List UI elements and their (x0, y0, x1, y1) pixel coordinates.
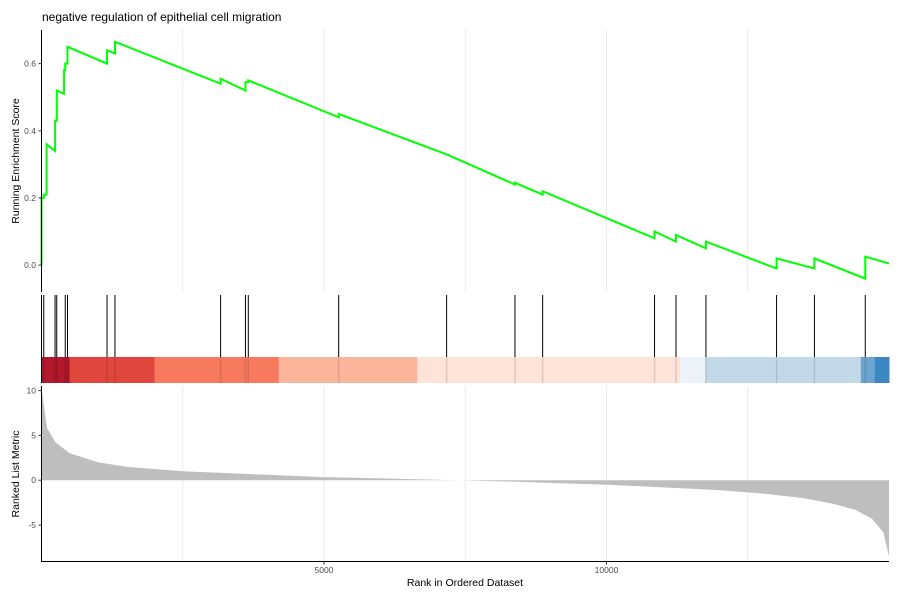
es-y-ticks: 0.0 0.2 0.4 0.6 (24, 59, 42, 270)
colorbar-segment (154, 357, 280, 383)
metric-y-axis-title: Ranked List Metric (10, 431, 22, 518)
x-axis-ticks: 5000 10000 (315, 561, 619, 575)
plot-title: negative regulation of epithelial cell m… (42, 10, 281, 24)
ranked-metric-area (41, 388, 889, 557)
ranked-metric-panel: 10 5 0 -5 5000 10000 Ranked List Metric Rank… (10, 385, 889, 589)
rank-colorbar (40, 357, 890, 383)
metric-y-ticks: 10 5 0 -5 (27, 385, 42, 530)
colorbar-segment (860, 357, 876, 383)
x-tick-label: 10000 (595, 565, 619, 575)
metric-y-tick-label: 0 (31, 475, 36, 485)
colorbar-segment (874, 357, 890, 383)
enrichment-score-panel: 0.0 0.2 0.4 0.6 Running Enrichment Score (10, 30, 890, 292)
es-y-tick-label: 0.0 (24, 260, 36, 270)
gene-hit-lines (41, 295, 866, 357)
colorbar-segment (41, 357, 71, 383)
es-y-tick-label: 0.4 (24, 126, 36, 136)
x-axis-title: Rank in Ordered Dataset (407, 577, 523, 589)
running-es-line (40, 40, 890, 281)
es-y-tick-label: 0.6 (24, 59, 36, 69)
metric-y-tick-label: 10 (27, 385, 37, 395)
es-gridlines (182, 30, 749, 292)
colorbar-segment (679, 357, 706, 383)
colorbar-segment (705, 357, 862, 383)
colorbar-segment (417, 357, 681, 383)
es-y-axis-title: Running Enrichment Score (10, 98, 22, 224)
metric-y-tick-label: 5 (31, 430, 36, 440)
x-tick-label: 5000 (315, 565, 334, 575)
es-y-tick-label: 0.2 (24, 193, 36, 203)
colorbar-segment (69, 357, 155, 383)
gene-hit-panel (40, 295, 890, 383)
colorbar-segment (278, 357, 418, 383)
metric-gridlines (182, 386, 749, 561)
metric-y-tick-label: -5 (28, 520, 36, 530)
